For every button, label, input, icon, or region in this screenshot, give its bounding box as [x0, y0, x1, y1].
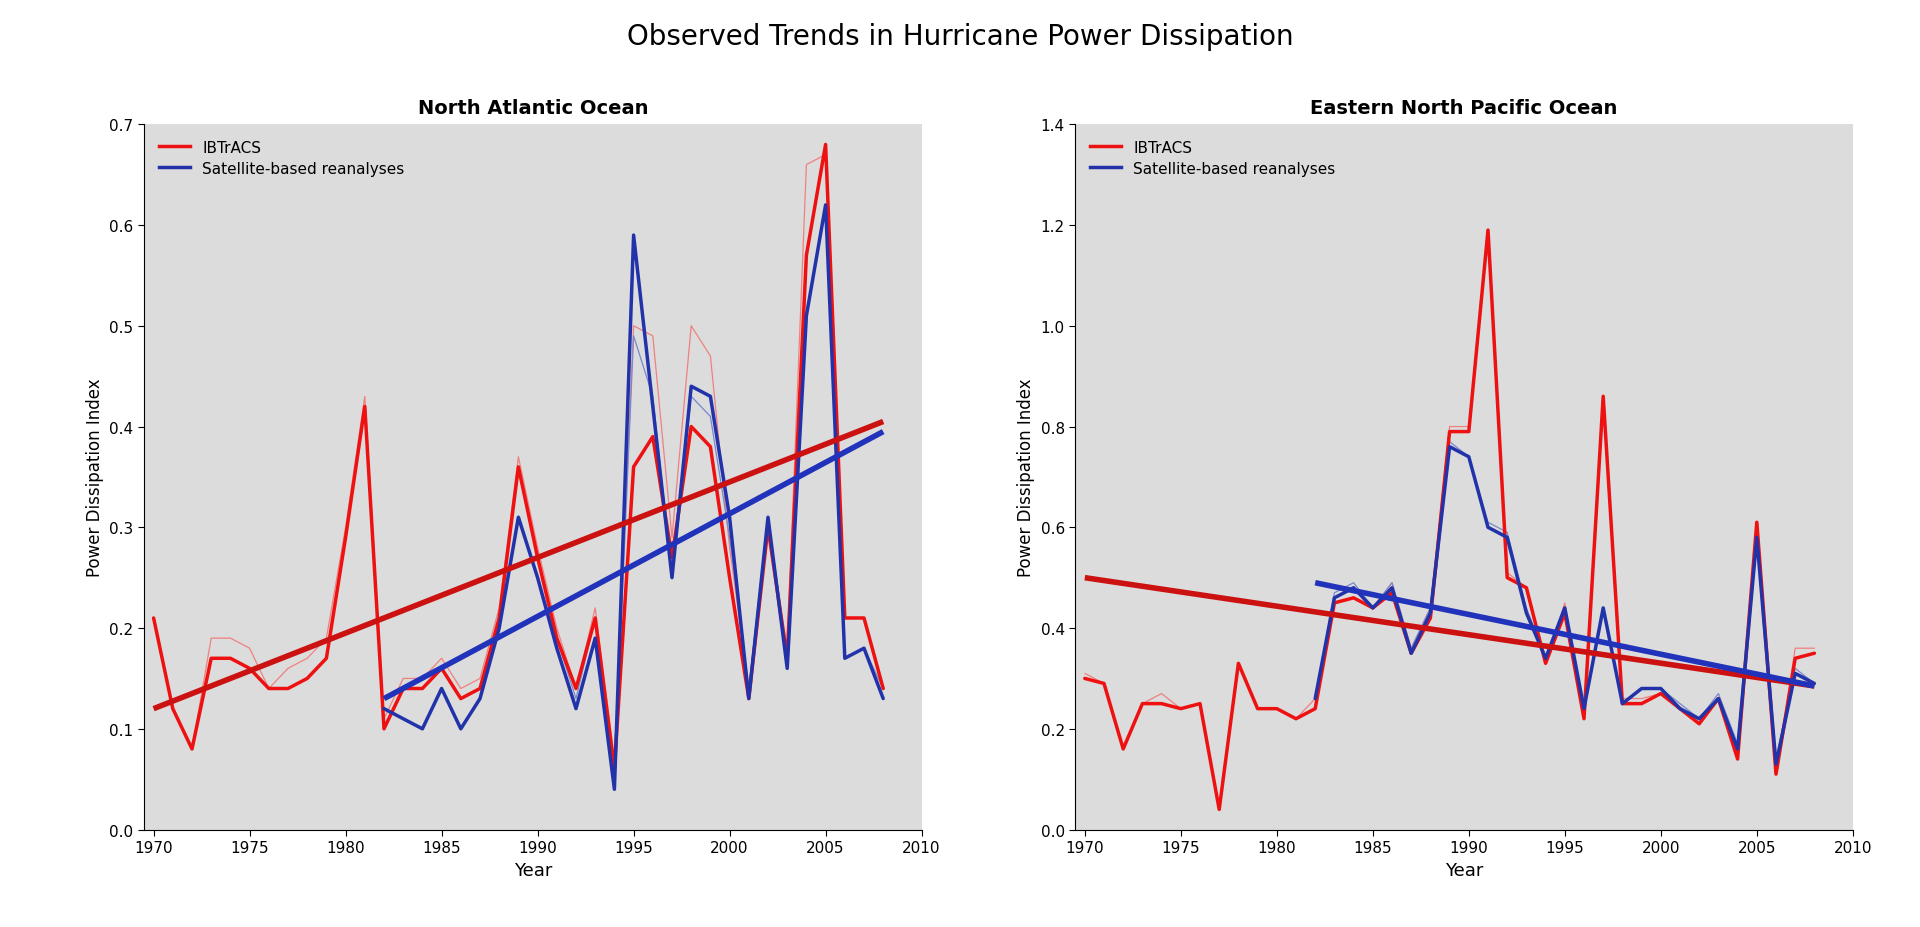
- X-axis label: Year: Year: [515, 860, 551, 879]
- X-axis label: Year: Year: [1446, 860, 1482, 879]
- Legend: IBTrACS, Satellite-based reanalyses: IBTrACS, Satellite-based reanalyses: [1083, 133, 1344, 184]
- Title: Eastern North Pacific Ocean: Eastern North Pacific Ocean: [1309, 99, 1619, 118]
- Y-axis label: Power Dissipation Index: Power Dissipation Index: [1018, 378, 1035, 577]
- Legend: IBTrACS, Satellite-based reanalyses: IBTrACS, Satellite-based reanalyses: [152, 133, 413, 184]
- Text: Observed Trends in Hurricane Power Dissipation: Observed Trends in Hurricane Power Dissi…: [626, 23, 1294, 51]
- Title: North Atlantic Ocean: North Atlantic Ocean: [417, 99, 649, 118]
- Y-axis label: Power Dissipation Index: Power Dissipation Index: [86, 378, 104, 577]
